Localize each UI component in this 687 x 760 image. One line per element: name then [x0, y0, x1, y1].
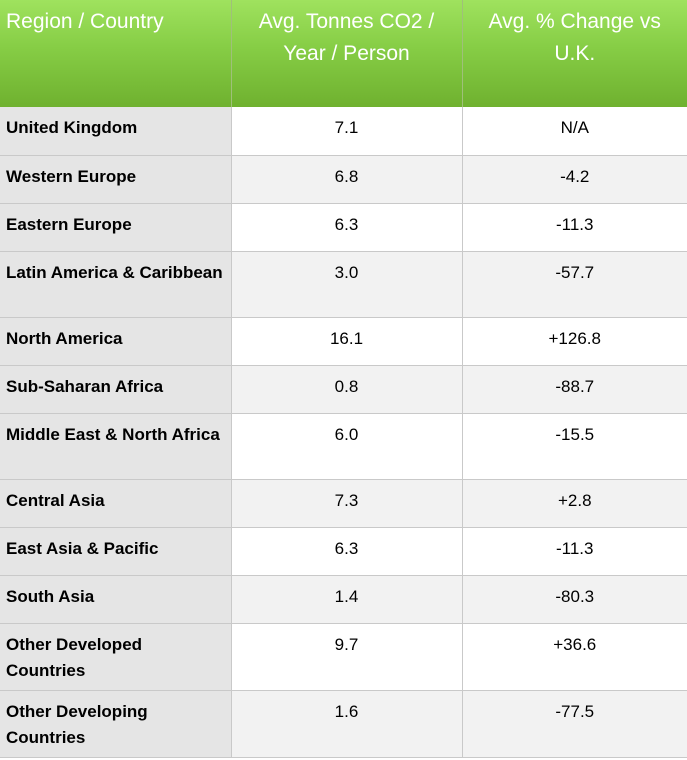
region-cell: Central Asia	[0, 479, 232, 528]
change-cell: N/A	[462, 107, 687, 156]
table-row: Other Developed Countries 9.7 +36.6	[0, 623, 687, 691]
tonnes-cell: 9.7	[231, 623, 463, 691]
table-row: Latin America & Caribbean 3.0 -57.7	[0, 251, 687, 318]
region-cell: Latin America & Caribbean	[0, 251, 232, 318]
region-cell: Sub-Saharan Africa	[0, 365, 232, 414]
table-header: Region / Country Avg. Tonnes CO2 / Year …	[0, 0, 687, 107]
tonnes-cell: 0.8	[231, 365, 463, 414]
tonnes-cell: 1.6	[231, 690, 463, 758]
tonnes-cell: 3.0	[231, 251, 463, 318]
tonnes-cell: 16.1	[231, 317, 463, 366]
table-row: United Kingdom 7.1 N/A	[0, 107, 687, 156]
table-row: Central Asia 7.3 +2.8	[0, 479, 687, 528]
header-region: Region / Country	[0, 0, 232, 107]
region-cell: South Asia	[0, 575, 232, 624]
table-row: South Asia 1.4 -80.3	[0, 575, 687, 624]
header-row: Region / Country Avg. Tonnes CO2 / Year …	[0, 0, 687, 107]
region-cell: Middle East & North Africa	[0, 413, 232, 480]
tonnes-cell: 6.0	[231, 413, 463, 480]
table-row: Western Europe 6.8 -4.2	[0, 155, 687, 204]
change-cell: +36.6	[462, 623, 687, 691]
header-tonnes: Avg. Tonnes CO2 / Year / Person	[231, 0, 463, 107]
tonnes-cell: 6.3	[231, 203, 463, 252]
region-cell: Eastern Europe	[0, 203, 232, 252]
change-cell: -11.3	[462, 527, 687, 576]
tonnes-cell: 7.3	[231, 479, 463, 528]
change-cell: +126.8	[462, 317, 687, 366]
table-row: Eastern Europe 6.3 -11.3	[0, 203, 687, 252]
table-row: Sub-Saharan Africa 0.8 -88.7	[0, 365, 687, 414]
change-cell: -77.5	[462, 690, 687, 758]
tonnes-cell: 1.4	[231, 575, 463, 624]
region-cell: East Asia & Pacific	[0, 527, 232, 576]
table-row: Middle East & North Africa 6.0 -15.5	[0, 413, 687, 480]
change-cell: -15.5	[462, 413, 687, 480]
region-cell: Other Developed Countries	[0, 623, 232, 691]
table-body: United Kingdom 7.1 N/A Western Europe 6.…	[0, 107, 687, 758]
tonnes-cell: 6.8	[231, 155, 463, 204]
change-cell: -88.7	[462, 365, 687, 414]
tonnes-cell: 7.1	[231, 107, 463, 156]
tonnes-cell: 6.3	[231, 527, 463, 576]
change-cell: -4.2	[462, 155, 687, 204]
change-cell: -80.3	[462, 575, 687, 624]
table-row: East Asia & Pacific 6.3 -11.3	[0, 527, 687, 576]
change-cell: +2.8	[462, 479, 687, 528]
region-cell: North America	[0, 317, 232, 366]
header-change: Avg. % Change vs U.K.	[462, 0, 687, 107]
region-cell: United Kingdom	[0, 107, 232, 156]
region-cell: Other Developing Countries	[0, 690, 232, 758]
change-cell: -11.3	[462, 203, 687, 252]
table-row: North America 16.1 +126.8	[0, 317, 687, 366]
region-cell: Western Europe	[0, 155, 232, 204]
table-row: Other Developing Countries 1.6 -77.5	[0, 690, 687, 758]
change-cell: -57.7	[462, 251, 687, 318]
